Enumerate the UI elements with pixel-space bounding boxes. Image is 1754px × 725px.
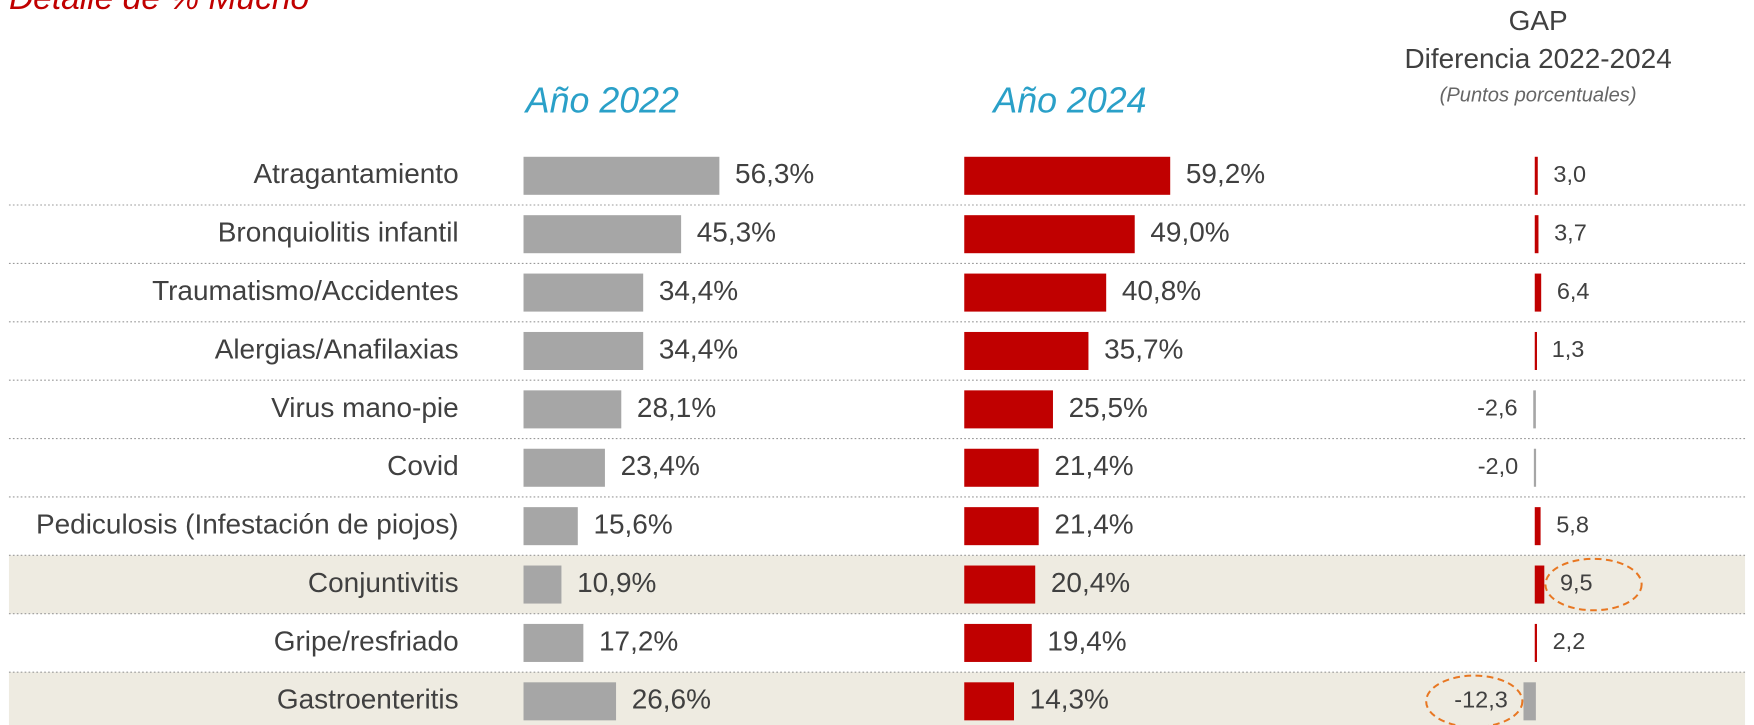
- gap-note: (Puntos porcentuales): [1440, 85, 1637, 107]
- value-label: 20,4%: [1051, 567, 1130, 598]
- bar: [964, 623, 1032, 662]
- category-label: Atragantamiento: [254, 158, 459, 189]
- value-label: 10,9%: [577, 567, 656, 598]
- category-label: Traumatismo/Accidentes: [152, 275, 459, 306]
- value-label: 34,4%: [659, 333, 738, 364]
- gap-label: 2,2: [1553, 628, 1586, 654]
- gap-label: 9,5: [1560, 570, 1593, 596]
- series-header: Año 2024: [991, 80, 1146, 120]
- value-label: 25,5%: [1069, 392, 1148, 423]
- value-label: 26,6%: [632, 684, 711, 715]
- gap-label: 3,0: [1553, 161, 1586, 187]
- bar: [964, 331, 1089, 370]
- gap-bar: [1533, 448, 1537, 487]
- series-header: Año 2022: [524, 80, 679, 120]
- value-label: 23,4%: [621, 450, 700, 481]
- bar: [964, 215, 1135, 254]
- bar: [523, 565, 562, 604]
- category-label: Conjuntivitis: [308, 567, 459, 598]
- value-label: 14,3%: [1030, 684, 1109, 715]
- bar: [964, 682, 1015, 721]
- category-label: Covid: [387, 450, 458, 481]
- gap-bar: [1534, 215, 1539, 254]
- value-label: 21,4%: [1054, 509, 1133, 540]
- gap-circle: [1425, 674, 1524, 725]
- value-label: 28,1%: [637, 392, 716, 423]
- value-label: 21,4%: [1054, 450, 1133, 481]
- value-label: 19,4%: [1047, 625, 1126, 656]
- value-label: 59,2%: [1186, 158, 1265, 189]
- chart-title: Detalle de % Mucho: [9, 0, 309, 17]
- bar: [523, 215, 682, 254]
- gap-bar: [1533, 390, 1536, 429]
- gap-subtitle: Diferencia 2022-2024: [1404, 43, 1671, 74]
- value-label: 56,3%: [735, 158, 814, 189]
- gap-title: GAP: [1509, 5, 1568, 36]
- category-label: Virus mano-pie: [271, 392, 458, 423]
- gap-bar: [1534, 331, 1537, 370]
- category-label: Alergias/Anafilaxias: [215, 333, 459, 364]
- category-label: Gripe/resfriado: [274, 625, 459, 656]
- gap-label: 1,3: [1552, 336, 1585, 362]
- value-label: 45,3%: [697, 217, 776, 248]
- value-label: 15,6%: [593, 509, 672, 540]
- category-label: Bronquiolitis infantil: [218, 217, 459, 248]
- gap-bar: [1523, 682, 1536, 721]
- bar: [523, 390, 622, 429]
- value-label: 49,0%: [1150, 217, 1229, 248]
- gap-label: 5,8: [1556, 511, 1589, 537]
- bar: [523, 448, 605, 487]
- bar: [964, 565, 1036, 604]
- gap-label: -2,6: [1477, 395, 1517, 421]
- gap-label: 6,4: [1557, 278, 1590, 304]
- bar: [523, 682, 617, 721]
- bar: [964, 390, 1053, 429]
- gap-label: -2,0: [1478, 453, 1518, 479]
- category-label: Gastroenteritis: [277, 684, 459, 715]
- gap-label: -12,3: [1454, 687, 1508, 713]
- category-label: Pediculosis (Infestación de piojos): [36, 509, 459, 540]
- gap-bar: [1534, 507, 1541, 546]
- value-label: 34,4%: [659, 275, 738, 306]
- gap-bar: [1534, 623, 1537, 662]
- bar: [523, 156, 720, 195]
- gap-bar: [1534, 156, 1538, 195]
- bar: [523, 331, 644, 370]
- bar: [964, 507, 1039, 546]
- bar: [964, 448, 1039, 487]
- bar: [964, 273, 1107, 312]
- row-highlight: [8, 555, 1746, 614]
- value-label: 40,8%: [1122, 275, 1201, 306]
- gap-bar: [1534, 273, 1542, 312]
- bar: [964, 156, 1171, 195]
- bar: [523, 507, 578, 546]
- value-label: 17,2%: [599, 625, 678, 656]
- value-label: 35,7%: [1104, 333, 1183, 364]
- gap-label: 3,7: [1554, 219, 1587, 245]
- gap-circle: [1544, 557, 1643, 612]
- bar: [523, 623, 584, 662]
- bar: [523, 273, 644, 312]
- gap-bar: [1534, 565, 1545, 604]
- row-highlight: [8, 672, 1746, 725]
